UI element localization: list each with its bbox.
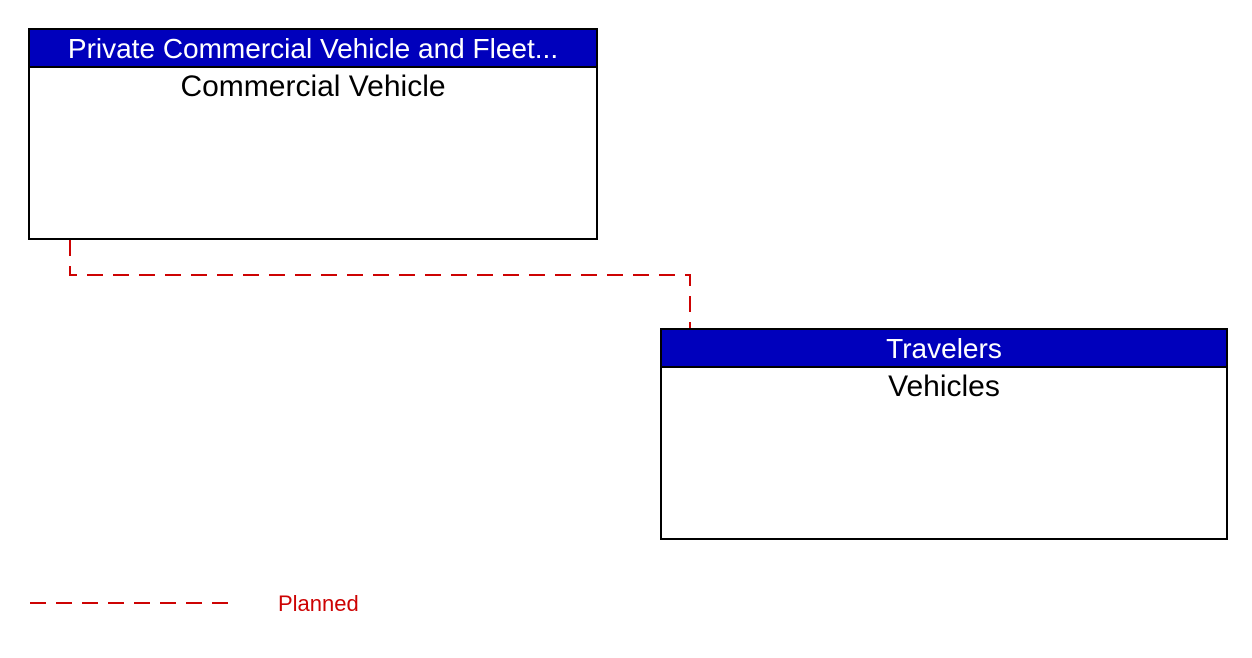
- node-vehicles: Travelers Vehicles: [660, 328, 1228, 540]
- node-commercial-vehicle: Private Commercial Vehicle and Fleet... …: [28, 28, 598, 240]
- node-header-label: Travelers: [886, 333, 1002, 364]
- node-body: Vehicles: [660, 366, 1228, 540]
- node-header: Private Commercial Vehicle and Fleet...: [28, 28, 598, 66]
- node-body-label: Commercial Vehicle: [30, 70, 596, 104]
- node-header-label: Private Commercial Vehicle and Fleet...: [68, 33, 558, 64]
- legend-label-planned: Planned: [278, 591, 359, 617]
- edge-planned: [70, 240, 690, 328]
- node-body-label: Vehicles: [662, 370, 1226, 404]
- node-body: Commercial Vehicle: [28, 66, 598, 240]
- diagram-canvas: Private Commercial Vehicle and Fleet... …: [0, 0, 1252, 658]
- node-header: Travelers: [660, 328, 1228, 366]
